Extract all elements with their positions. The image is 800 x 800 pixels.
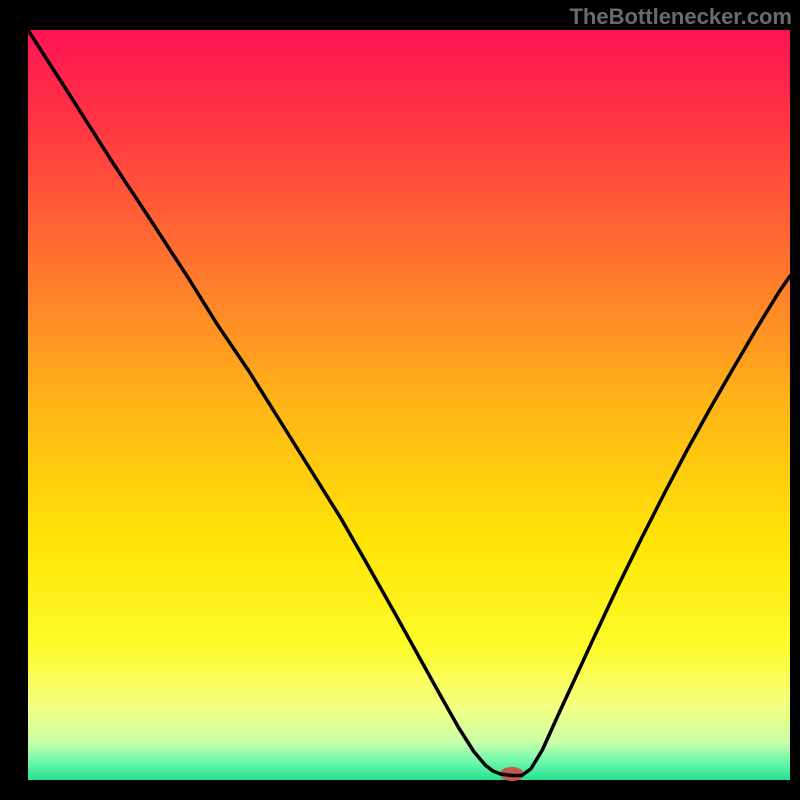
watermark-text: TheBottlenecker.com <box>569 4 792 30</box>
plot-background <box>28 30 790 780</box>
bottleneck-chart <box>0 0 800 800</box>
chart-container: TheBottlenecker.com <box>0 0 800 800</box>
